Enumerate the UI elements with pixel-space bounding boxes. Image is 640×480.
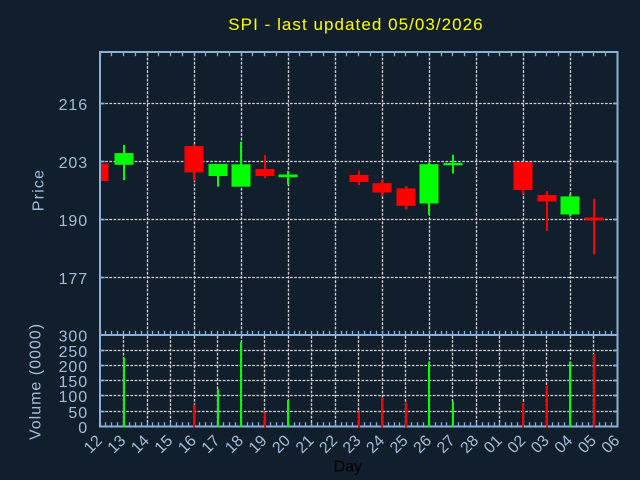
svg-text:150: 150 (59, 374, 88, 391)
svg-text:200: 200 (59, 359, 88, 376)
svg-text:250: 250 (59, 344, 88, 361)
svg-text:Price: Price (31, 169, 48, 211)
svg-text:50: 50 (68, 405, 88, 422)
svg-text:0: 0 (78, 420, 88, 437)
svg-text:100: 100 (59, 389, 88, 406)
svg-text:300: 300 (59, 329, 88, 346)
svg-text:190: 190 (59, 213, 88, 230)
svg-text:177: 177 (59, 271, 88, 288)
svg-text:Volume (0000): Volume (0000) (28, 323, 45, 440)
svg-text:Day: Day (334, 459, 362, 476)
svg-text:203: 203 (59, 155, 88, 172)
svg-text:SPI - last updated 05/03/2026: SPI - last updated 05/03/2026 (228, 15, 483, 34)
svg-text:216: 216 (59, 97, 88, 114)
